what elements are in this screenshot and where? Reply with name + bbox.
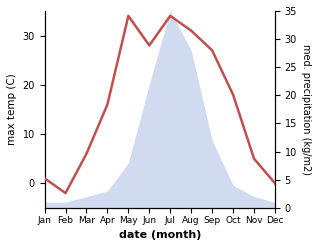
X-axis label: date (month): date (month) [119, 230, 201, 240]
Y-axis label: med. precipitation (kg/m2): med. precipitation (kg/m2) [301, 44, 311, 175]
Y-axis label: max temp (C): max temp (C) [7, 74, 17, 145]
